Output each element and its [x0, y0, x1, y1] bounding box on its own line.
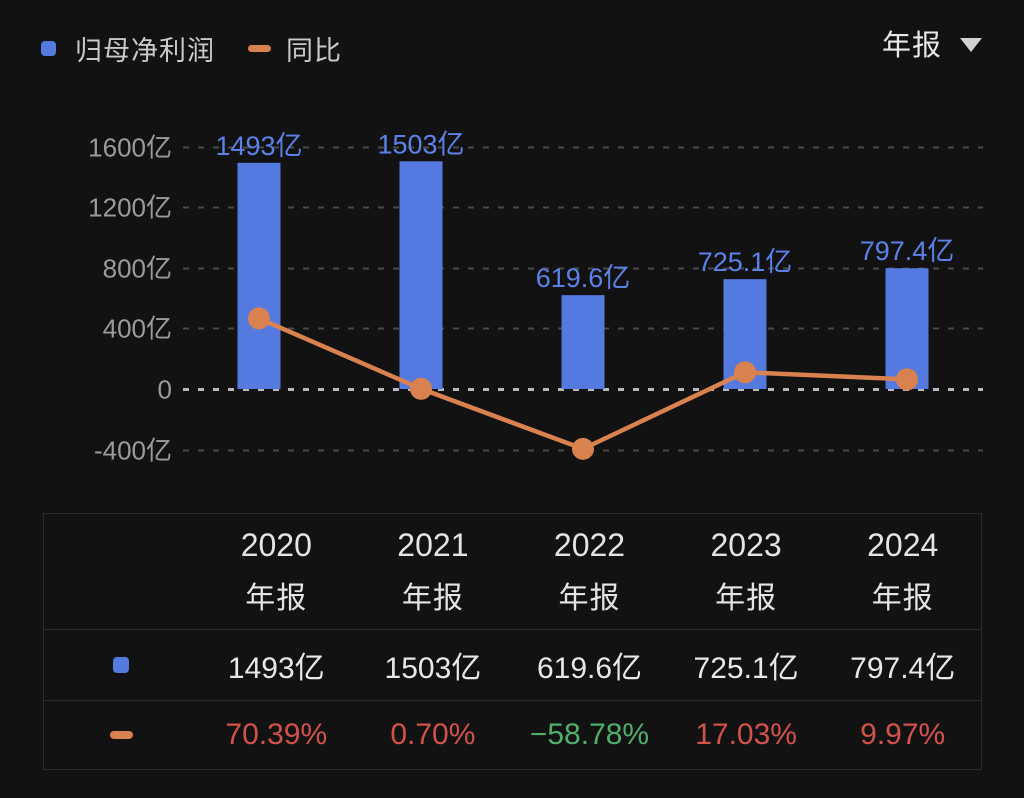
header-period: 年报 — [715, 581, 778, 615]
line-point-2023年报[interactable] — [734, 361, 756, 384]
table-series-icon-cell — [44, 700, 198, 769]
header-year: 2024 — [867, 526, 939, 563]
bar-2022年报[interactable] — [561, 295, 605, 389]
profit-cell-2024: 797.4亿 — [824, 629, 981, 700]
bar-2021年报[interactable] — [399, 161, 443, 389]
bar-value-label: 1493亿 — [215, 131, 302, 161]
table-header-2022: 2022 年报 — [511, 514, 668, 629]
header-period: 年报 — [871, 581, 934, 615]
profit-chart: 1600亿 1200亿 800亿 400亿 0 -400亿 1493亿 1503亿 619.6亿… — [88, 129, 983, 466]
profit-cell-2021: 1503亿 — [354, 629, 512, 700]
header-year: 2022 — [553, 526, 626, 563]
profit-cell-2022: 619.6亿 — [511, 629, 668, 700]
yoy-cell-2021: 0.70% — [354, 700, 512, 769]
profit-cell-2020: 1493亿 — [198, 629, 355, 700]
legend-label-net-profit: 归母净利润 — [75, 36, 215, 66]
bar-value-label: 797.4亿 — [860, 236, 955, 266]
line-series-icon — [248, 45, 271, 52]
line-point-2021年报[interactable] — [410, 377, 432, 400]
y-axis-tick: -400亿 — [94, 436, 172, 466]
table-header-2023: 2023 年报 — [668, 514, 825, 629]
y-axis-tick: 800亿 — [103, 254, 172, 284]
table-header-2021: 2021 年报 — [355, 514, 512, 629]
legend-label-yoy: 同比 — [286, 36, 342, 66]
yoy-cell-2020: 70.39% — [198, 700, 355, 769]
line-point-2020年报[interactable] — [248, 307, 270, 330]
yoy-cell-2024: 9.97% — [824, 700, 981, 769]
table-header-2024: 2024 年报 — [824, 514, 981, 629]
line-point-2022年报[interactable] — [572, 437, 594, 460]
bar-series-icon — [41, 41, 56, 56]
bar-value-label: 1503亿 — [377, 129, 464, 159]
y-axis-tick: 400亿 — [103, 314, 172, 344]
caret-down-icon — [960, 38, 982, 52]
header-period: 年报 — [558, 581, 621, 615]
profit-cell-2023: 725.1亿 — [667, 629, 825, 700]
header-year: 2020 — [240, 526, 312, 563]
y-axis-tick: 0 — [158, 375, 172, 405]
table-corner-cell — [44, 514, 198, 629]
table-header-2020: 2020 年报 — [198, 514, 355, 629]
y-axis-tick: 1200亿 — [88, 193, 172, 223]
header-period: 年报 — [245, 581, 308, 615]
header-year: 2021 — [397, 526, 469, 563]
data-table: 2020 年报 2021 年报 2022 年报 2023 年报 2024 年报 1493亿 1503亿… — [43, 513, 982, 770]
yoy-cell-2022: −58.78% — [511, 700, 668, 769]
header-year: 2023 — [710, 526, 782, 563]
line-series-icon — [109, 731, 133, 739]
bar-value-label: 619.6亿 — [536, 263, 631, 293]
period-selector-label: 年报 — [881, 30, 942, 62]
period-selector[interactable]: 年报 — [882, 22, 982, 64]
line-point-2024年报[interactable] — [896, 368, 918, 391]
table-series-icon-cell — [44, 629, 198, 700]
yoy-cell-2023: 17.03% — [667, 700, 825, 769]
chart-legend: 归母净利润 同比 — [41, 29, 342, 68]
y-axis-tick: 1600亿 — [88, 133, 172, 163]
header-period: 年报 — [401, 581, 464, 615]
bar-2020年报[interactable] — [237, 162, 281, 389]
bar-value-label: 725.1亿 — [698, 247, 793, 277]
bar-series-icon — [113, 657, 129, 673]
